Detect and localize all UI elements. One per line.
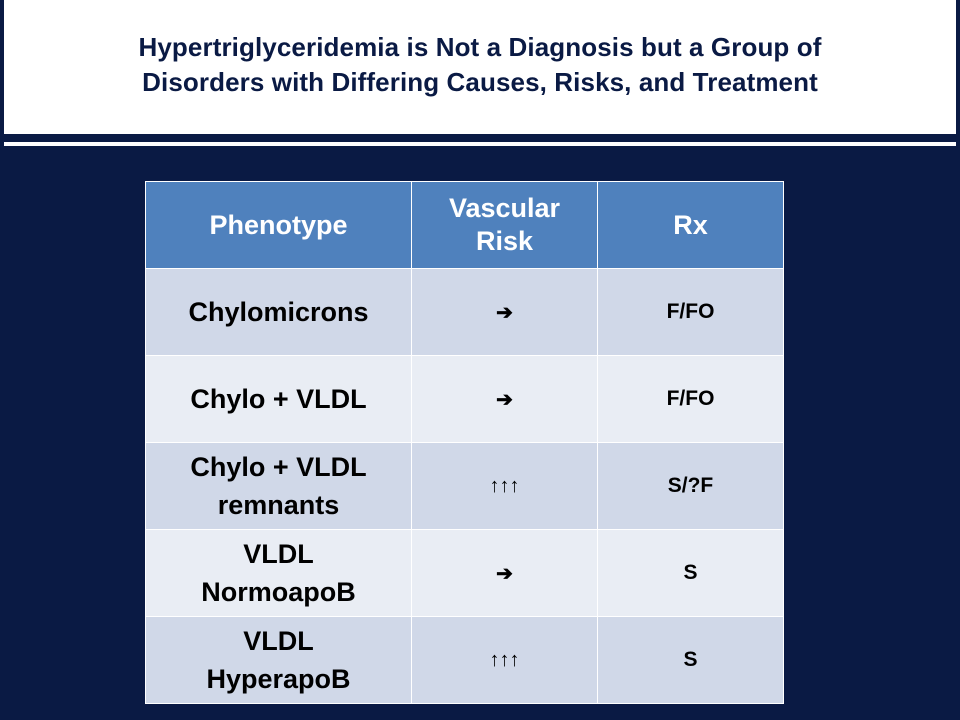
rx-cell: S/?F xyxy=(597,442,784,530)
rx-cell: F/FO xyxy=(597,268,784,356)
title-divider-white xyxy=(4,142,956,146)
rx-cell: S xyxy=(597,529,784,617)
right-arrow-icon: ➔ xyxy=(496,301,513,324)
up-arrows-icon: ↑↑↑ xyxy=(489,474,520,497)
phenotype-cell: Chylo + VLDL remnants xyxy=(145,442,412,530)
table-row: Chylo + VLDL remnants ↑↑↑ S/?F xyxy=(145,442,784,530)
rx-cell: S xyxy=(597,616,784,704)
table-row: VLDL HyperapoB ↑↑↑ S xyxy=(145,616,784,704)
vascular-risk-cell: ➔ xyxy=(411,268,598,356)
slide-title-line-1: Hypertriglyceridemia is Not a Diagnosis … xyxy=(138,32,822,62)
table-row: Chylomicrons ➔ F/FO xyxy=(145,268,784,356)
phenotype-cell: VLDL NormoapoB xyxy=(145,529,412,617)
vascular-risk-cell: ➔ xyxy=(411,529,598,617)
table-row: Chylo + VLDL ➔ F/FO xyxy=(145,355,784,443)
up-arrows-icon: ↑↑↑ xyxy=(489,648,520,671)
table-row: VLDL NormoapoB ➔ S xyxy=(145,529,784,617)
phenotype-cell: VLDL HyperapoB xyxy=(145,616,412,704)
phenotype-cell: Chylomicrons xyxy=(145,268,412,356)
right-arrow-icon: ➔ xyxy=(496,562,513,585)
header-rx: Rx xyxy=(597,181,784,269)
vascular-risk-cell: ↑↑↑ xyxy=(411,616,598,704)
rx-cell: F/FO xyxy=(597,355,784,443)
slide-title: Hypertriglyceridemia is Not a Diagnosis … xyxy=(4,30,956,100)
right-arrow-icon: ➔ xyxy=(496,388,513,411)
title-band: Hypertriglyceridemia is Not a Diagnosis … xyxy=(4,0,956,134)
header-vascular-risk: Vascular Risk xyxy=(411,181,598,269)
vascular-risk-cell: ➔ xyxy=(411,355,598,443)
phenotype-table: Phenotype Vascular Risk Rx Chylomicrons … xyxy=(145,181,784,704)
table-header-row: Phenotype Vascular Risk Rx xyxy=(145,181,784,269)
phenotype-cell: Chylo + VLDL xyxy=(145,355,412,443)
slide-title-line-2: Disorders with Differing Causes, Risks, … xyxy=(142,67,818,97)
vascular-risk-cell: ↑↑↑ xyxy=(411,442,598,530)
header-phenotype: Phenotype xyxy=(145,181,412,269)
title-divider-navy xyxy=(0,134,960,142)
